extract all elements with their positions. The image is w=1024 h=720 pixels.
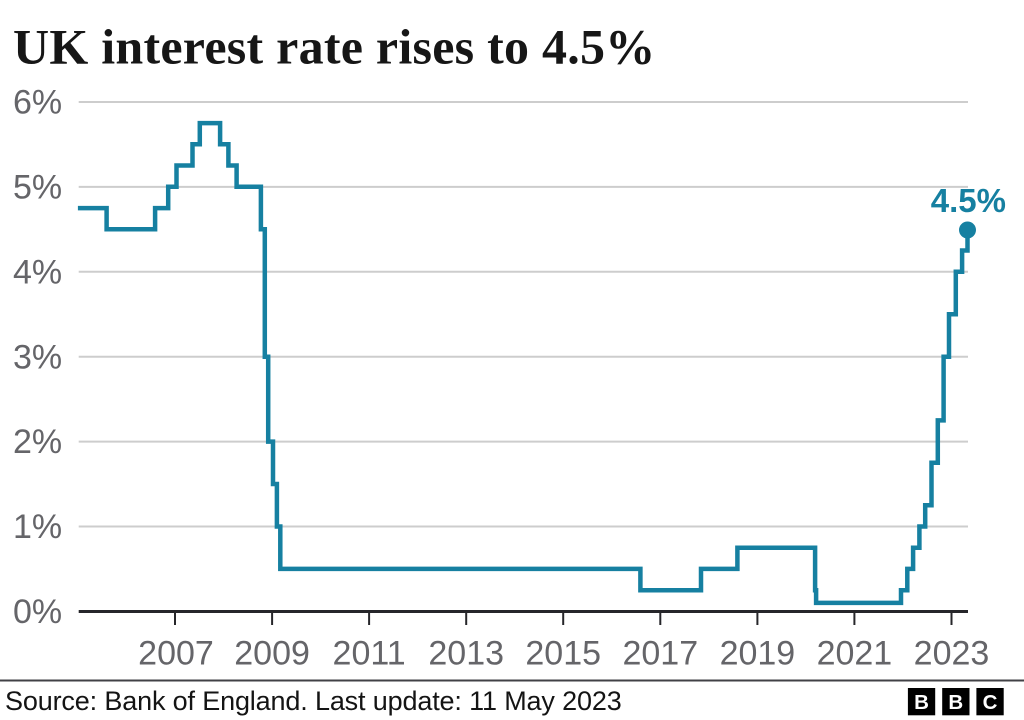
- svg-text:B: B: [948, 691, 963, 714]
- svg-text:2023: 2023: [914, 635, 990, 673]
- svg-text:4%: 4%: [13, 253, 62, 291]
- svg-text:4.5%: 4.5%: [931, 182, 1006, 219]
- svg-text:2009: 2009: [234, 635, 310, 673]
- svg-text:2015: 2015: [525, 635, 601, 673]
- svg-text:2021: 2021: [817, 635, 893, 673]
- svg-text:2%: 2%: [13, 423, 62, 461]
- svg-text:6%: 6%: [13, 84, 62, 122]
- svg-text:3%: 3%: [13, 338, 62, 376]
- svg-text:2013: 2013: [428, 635, 504, 673]
- svg-text:5%: 5%: [13, 169, 62, 207]
- svg-text:0%: 0%: [13, 593, 62, 631]
- svg-text:B: B: [914, 691, 929, 714]
- svg-text:UK interest rate rises to 4.5%: UK interest rate rises to 4.5%: [13, 19, 656, 75]
- svg-text:2011: 2011: [333, 635, 406, 673]
- svg-text:1%: 1%: [13, 508, 62, 546]
- svg-text:2017: 2017: [622, 635, 698, 673]
- svg-text:Source: Bank of England. Last: Source: Bank of England. Last update: 11…: [5, 686, 622, 716]
- svg-text:2007: 2007: [138, 635, 214, 673]
- svg-text:2019: 2019: [720, 635, 796, 673]
- svg-text:C: C: [983, 691, 998, 714]
